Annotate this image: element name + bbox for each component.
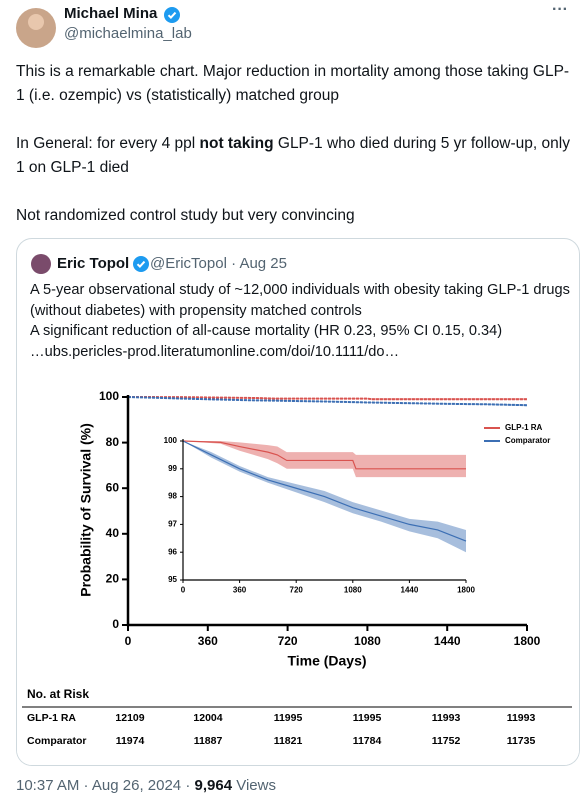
risk-count: 12004 [193,712,222,724]
x-tick-label: 1080 [344,585,362,594]
y-tick-label: 60 [106,480,120,494]
risk-count: 11974 [116,735,145,747]
y-tick-label: 20 [106,572,120,586]
author-name[interactable]: Michael Mina [64,5,158,22]
y-tick-label: 0 [112,617,119,631]
tweet-footer: 10:37 AM · Aug 26, 2024 · 9,964 Views [16,777,276,794]
x-tick-label: 0 [181,585,186,594]
x-axis-label: Time (Days) [287,653,366,669]
quoted-tweet[interactable]: Eric Topol @EricTopol · Aug 25 A 5-year … [16,238,580,766]
risk-count: 11993 [432,712,461,724]
x-tick-label: 1800 [514,634,541,648]
chart-image: 0 20 40 60 80 100 0 360 720 1080 1440 1800 95 96 97 98 9… [17,372,579,765]
x-tick-label: 360 [233,585,247,594]
risk-row-label: GLP-1 RA [27,712,76,724]
risk-count: 11752 [432,735,461,747]
confidence-band [183,441,466,478]
risk-table-title: No. at Risk [27,687,89,701]
x-tick-label: 1440 [401,585,419,594]
survival-line [127,396,528,407]
y-axis-label: Probability of Survival (%) [78,423,94,596]
confidence-band [128,397,527,407]
date: Aug 26, 2024 [91,777,182,794]
x-tick-label: 720 [290,585,304,594]
tweet-text: This is a remarkable chart. Major reduct… [16,60,576,252]
risk-count: 12109 [115,712,144,724]
text: In General: for every 4 ppl [16,135,200,152]
survival-line [182,440,466,470]
text: Not randomized control study but very co… [16,207,355,224]
quote-author-meta: @EricTopol · Aug 25 [150,255,287,272]
text: GLP-1 who died during 5 yr follow-up, on… [16,135,570,176]
y-tick-label: 80 [106,435,120,449]
header-icons: ··· [16,1,568,48]
risk-count: 11995 [353,712,382,724]
quote-line: A significant reduction of all-cause mor… [30,323,503,339]
survival-line [182,440,467,542]
y-tick-label: 97 [168,520,177,529]
risk-count: 11735 [507,735,536,747]
quote-handle: @EricTopol [150,255,227,272]
risk-count: 11995 [274,712,303,724]
view-count: 9,964 [194,777,233,794]
risk-count: 11993 [507,712,536,724]
quote-line: A 5-year observational study of ~12,000 … [30,282,570,319]
legend-label: Comparator [505,436,550,445]
more-button[interactable]: ··· [552,1,568,18]
paragraph: This is a remarkable chart. Major reduct… [16,60,576,108]
legend-label: GLP-1 RA [505,423,543,432]
axes [126,395,527,627]
risk-row-label: Comparator [27,735,87,747]
quote-line: …ubs.pericles-prod.literatumonline.com/d… [30,343,400,360]
x-tick-label: 360 [198,634,218,648]
views-label: Views [236,777,276,794]
quote-text: A 5-year observational study of ~12,000 … [30,280,570,362]
survival-line [127,396,527,401]
verified-badge [133,256,149,272]
confidence-band [128,397,527,400]
paragraph: In General: for every 4 ppl not taking G… [16,132,576,180]
time: 10:37 AM [16,777,80,794]
quote-author-name: Eric Topol [57,255,130,272]
avatar-face [28,14,44,30]
x-tick-label: 1800 [457,585,475,594]
x-tick-label: 720 [278,634,298,648]
paragraph: Not randomized control study but very co… [16,204,576,228]
y-tick-label: 99 [168,464,177,473]
axes [182,439,466,581]
verified-badge [164,7,180,23]
bold-text: not taking [199,135,274,152]
y-tick-label: 95 [168,575,177,584]
y-tick-label: 100 [164,436,178,445]
y-tick-label: 40 [106,526,120,540]
image-bg [17,372,579,765]
risk-count: 11821 [274,735,303,747]
quote-date: Aug 25 [239,255,287,272]
y-tick-label: 100 [99,389,119,403]
quote-icons [31,254,149,274]
x-tick-label: 1440 [434,634,461,648]
x-tick-label: 0 [125,634,132,648]
y-tick-label: 98 [168,492,177,501]
author-handle[interactable]: @michaelmina_lab [64,25,192,42]
x-tick-label: 1080 [354,634,381,648]
risk-count: 11887 [194,735,223,747]
risk-count: 11784 [353,735,382,747]
quote-avatar [31,254,51,274]
text: This is a remarkable chart. Major reduct… [16,63,570,104]
y-tick-label: 96 [168,547,177,556]
